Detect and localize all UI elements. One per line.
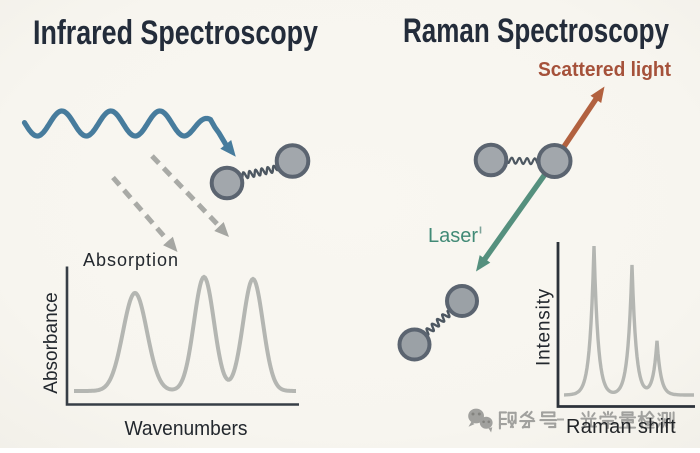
svg-text:Absorbance: Absorbance (41, 292, 62, 393)
svg-text:Wavenumbers: Wavenumbers (125, 418, 248, 440)
svg-text:Raman shift: Raman shift (566, 416, 676, 438)
svg-text:Intensity: Intensity (534, 288, 555, 366)
svg-text:Absorption: Absorption (83, 250, 178, 270)
svg-text:Infrared Spectroscopy: Infrared Spectroscopy (33, 14, 318, 52)
svg-text:Raman Spectroscopy: Raman Spectroscopy (403, 12, 669, 50)
svg-text:Scattered light: Scattered light (538, 59, 671, 81)
svg-text:Laser: Laser (428, 225, 478, 247)
